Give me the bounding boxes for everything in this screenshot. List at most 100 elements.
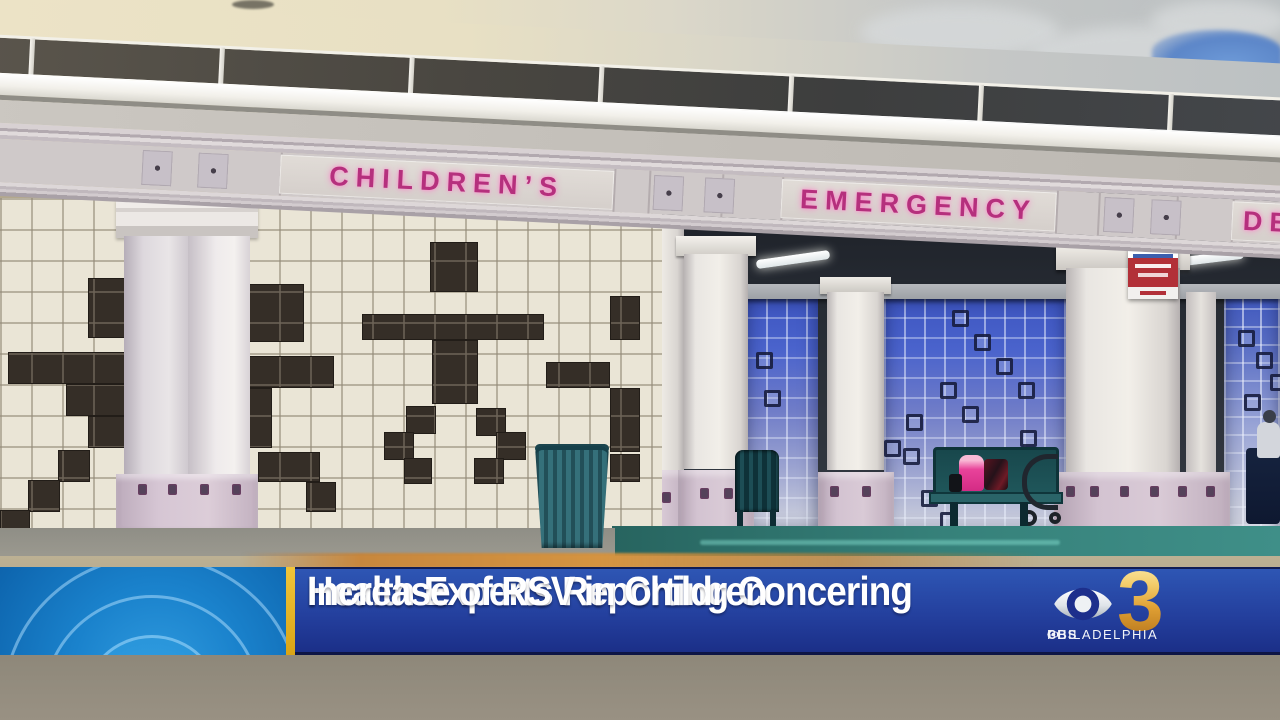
sign-text: CHILDREN’S [328,161,565,203]
chair-leg [770,510,776,528]
glass-accent-block [962,406,979,423]
frieze-dot-tile [703,177,736,214]
lower-third-banner: Health Experts Reporting Concering Incre… [0,554,1280,655]
banner-graphic-panel [0,567,286,655]
yellow-curb [240,553,1040,568]
mural-dark-tile [404,458,432,484]
station-market: PHILADELPHIA [1047,626,1159,642]
frieze-dot-tile [197,152,229,190]
base-vent-dot [1206,486,1215,497]
mural-dark-tile [88,278,128,338]
mural-dark-tile [244,356,334,388]
stroller [1022,454,1058,510]
left-pillar [124,236,188,476]
cbs-eye-icon [1054,587,1112,621]
glass-accent-block [906,414,923,431]
mural-dark-tile [362,314,544,340]
seated-person [1257,422,1280,458]
frieze-joint [647,170,652,214]
mural-dark-tile [8,352,130,384]
mural-dark-tile [244,284,304,342]
sign-text: DE [1242,205,1280,239]
glass-accent-block [996,358,1013,375]
mural-dark-tile [546,362,610,388]
headline-line2: Increase of RSV in Children [307,568,768,614]
mural-dark-tile [610,388,640,452]
mural-dark-tile [28,480,60,512]
base-vent-dot [862,486,871,497]
banner-gold-divider [286,567,295,655]
mural-dark-tile [432,340,478,404]
mural-dark-tile [474,458,504,484]
base-vent-dot [700,488,709,499]
mural-dark-tile [610,454,640,482]
red-hanging-sign [1128,247,1178,299]
cbs-eye-icon-small [1047,630,1060,638]
sign-text: EMERGENCY [799,184,1038,226]
glass-accent-block [974,334,991,351]
trash-can [535,446,609,548]
base-vent-dot [1150,486,1159,497]
floor-highlight [700,540,1060,545]
mural-dark-tile [406,406,436,434]
glass-accent-block [1018,382,1035,399]
pillar [1186,292,1216,474]
mural-dark-tile [384,432,414,460]
frieze-dot-tile [1103,196,1135,234]
pillar [684,254,748,469]
base-vent-dot [168,484,177,495]
channel-number: 3 [1117,554,1164,648]
mural-dark-tile [476,408,506,436]
pillar-cap [676,236,756,256]
bags-on-bench [984,459,1008,490]
mural-dark-tile [610,296,640,340]
waiting-chair [735,450,779,512]
base-vent-dot [138,484,147,495]
seated-person-head [1263,410,1276,423]
glass-accent-block [1256,352,1273,369]
stroller-wheel [1049,512,1061,524]
left-pillar [188,236,250,476]
glass-accent-block [1270,374,1280,391]
chair-leg [737,510,743,528]
frieze-joint [1096,192,1101,236]
ceiling-fixture [232,0,274,9]
base-vent-dot [1120,486,1129,497]
black-bag [949,474,962,492]
headline-line1: Health Experts Reporting Concering [307,568,913,614]
glass-accent-block [952,310,969,327]
base-vent-dot [1178,486,1187,497]
tile-wall [0,198,662,558]
pillar-cap [820,277,891,294]
frieze-dot-tile [652,174,685,212]
bench-leg [950,502,958,527]
chair-right [1246,448,1280,524]
pillar [1066,268,1180,472]
bench-leg [1020,502,1028,527]
pink-jacket [959,455,984,491]
banner-text-panel: Health Experts Reporting Concering Incre… [295,554,1280,655]
base-vent-dot [200,484,209,495]
mural-dark-tile [66,384,130,416]
glass-accent-block [940,382,957,399]
glass-accent-block [1238,330,1255,347]
frieze-dot-tile [1149,199,1182,236]
glass-accent-block [764,390,781,407]
glass-accent-block [903,448,920,465]
base-vent-dot [1066,486,1075,497]
glass-accent-block [884,440,901,457]
base-vent-dot [232,484,241,495]
glass-accent-block [1020,430,1037,447]
sign-panel: DE [1230,201,1280,244]
glass-accent-block [1244,394,1261,411]
fluorescent-light [755,249,831,270]
portico-interior [615,192,1280,560]
base-vent-dot [830,486,839,497]
frieze-dot-tile [141,149,173,187]
glass-accent-block [756,352,773,369]
mural-dark-tile [496,432,526,460]
mural-dark-tile [88,416,130,448]
mural-dark-tile [306,482,336,512]
base-vent-dot [724,488,733,499]
